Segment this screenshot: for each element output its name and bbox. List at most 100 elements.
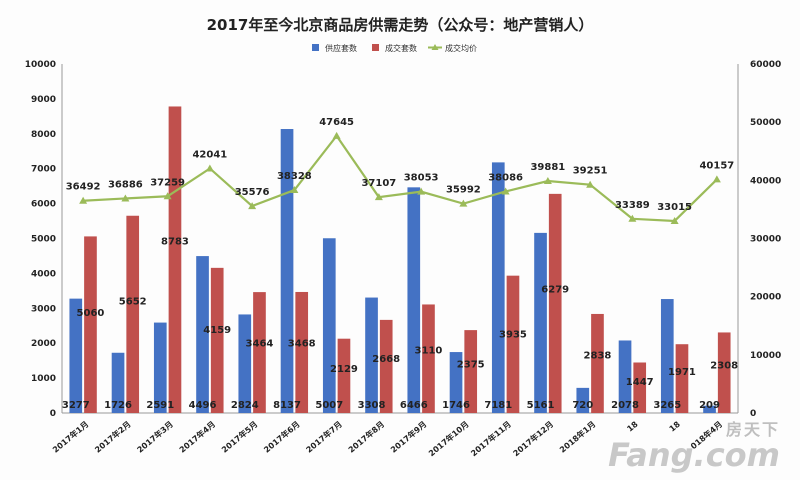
data-label-deals: 6279 xyxy=(541,284,569,295)
bar-supply xyxy=(703,405,716,413)
y-tick-right-label: 10000 xyxy=(750,351,781,361)
bar-deals xyxy=(253,292,266,413)
y-tick-left-label: 10000 xyxy=(25,60,56,70)
watermark-top: 房天下 xyxy=(725,420,780,439)
bar-deals xyxy=(84,236,97,413)
chart-title: 2017年至今北京商品房供需走势（公众号：地产营销人） xyxy=(207,16,594,34)
point-avg-price xyxy=(79,196,88,204)
point-avg-price xyxy=(205,164,214,172)
y-tick-left-label: 7000 xyxy=(31,165,56,175)
data-label-supply: 2824 xyxy=(231,400,259,411)
y-tick-right-label: 20000 xyxy=(750,293,781,303)
bar-supply xyxy=(153,322,167,413)
bar-deals xyxy=(168,106,182,413)
bar-supply xyxy=(449,352,463,413)
y-tick-left-label: 0 xyxy=(50,409,56,419)
data-label-supply: 6466 xyxy=(400,400,428,411)
point-avg-price xyxy=(248,202,257,210)
data-label-price: 36492 xyxy=(66,182,101,193)
bar-supply xyxy=(660,299,674,413)
data-label-supply: 8137 xyxy=(273,400,301,411)
x-tick-label: 2017年1月 xyxy=(50,419,90,455)
data-label-deals: 2129 xyxy=(330,364,358,375)
y-tick-left-label: 8000 xyxy=(31,130,56,140)
legend-label-2: 成交套数 xyxy=(385,43,417,53)
bar-deals xyxy=(633,362,647,413)
y-tick-left-label: 1000 xyxy=(31,374,56,384)
bar-deals xyxy=(506,275,520,413)
data-label-deals: 2668 xyxy=(372,354,400,365)
data-label-supply: 7181 xyxy=(484,400,512,411)
data-label-price: 39881 xyxy=(530,162,565,173)
bar-deals xyxy=(717,332,731,413)
bar-supply xyxy=(322,238,336,413)
legend-label-3: 成交均价 xyxy=(445,43,477,53)
bar-supply xyxy=(407,187,421,413)
data-label-supply: 2591 xyxy=(146,400,174,411)
bar-supply xyxy=(196,256,209,413)
bar-deals xyxy=(126,215,140,413)
data-label-supply: 4496 xyxy=(189,400,217,411)
point-avg-price xyxy=(543,177,552,185)
bar-supply xyxy=(111,352,125,413)
point-avg-price xyxy=(459,199,468,207)
bar-supply xyxy=(534,232,547,413)
point-avg-price xyxy=(417,187,426,195)
bar-supply xyxy=(280,129,294,413)
y-tick-left-label: 3000 xyxy=(31,304,56,314)
data-label-supply: 720 xyxy=(572,400,593,411)
point-avg-price xyxy=(121,194,130,202)
data-label-deals: 1447 xyxy=(626,377,654,388)
bar-supply xyxy=(618,340,632,413)
bar-deals xyxy=(591,313,604,413)
data-label-deals: 5060 xyxy=(77,308,105,319)
legend-marker-3 xyxy=(431,44,439,50)
bar-supply xyxy=(69,298,83,413)
data-label-price: 33389 xyxy=(615,200,650,211)
data-label-supply: 5007 xyxy=(315,400,343,411)
data-label-deals: 2375 xyxy=(457,359,485,370)
data-label-deals: 2838 xyxy=(584,351,612,362)
data-label-price: 35992 xyxy=(446,185,481,196)
y-tick-left-label: 5000 xyxy=(31,235,56,245)
data-label-price: 33015 xyxy=(657,202,692,213)
data-label-price: 36886 xyxy=(108,179,143,190)
data-label-price: 38086 xyxy=(488,172,523,183)
data-label-supply: 209 xyxy=(699,400,720,411)
y-tick-right-label: 40000 xyxy=(750,176,781,186)
data-label-deals: 8783 xyxy=(161,236,189,247)
point-avg-price xyxy=(501,187,510,195)
legend-swatch-2 xyxy=(372,44,379,51)
bar-supply xyxy=(365,297,378,413)
bar-deals xyxy=(210,267,224,413)
data-label-price: 47645 xyxy=(319,117,354,128)
data-label-deals: 3110 xyxy=(415,345,443,356)
data-label-supply: 2078 xyxy=(611,400,639,411)
x-tick-label: 2017年12月 xyxy=(511,419,555,458)
point-avg-price xyxy=(163,192,172,200)
point-avg-price xyxy=(332,131,341,139)
point-avg-price xyxy=(586,180,595,188)
y-tick-left-label: 9000 xyxy=(31,95,56,105)
x-tick-label: 2017年7月 xyxy=(304,419,344,455)
x-tick-label: 2017年3月 xyxy=(135,419,175,455)
y-tick-right-label: 60000 xyxy=(750,60,781,70)
x-tick-label: 2017年8月 xyxy=(346,419,386,455)
bar-deals xyxy=(464,330,478,413)
data-label-price: 42041 xyxy=(192,149,227,160)
bar-supply xyxy=(576,387,590,413)
x-tick-label: 2017年9月 xyxy=(388,419,428,455)
y-tick-left-label: 6000 xyxy=(31,200,56,210)
x-tick-label: 2017年4月 xyxy=(177,419,217,455)
x-tick-label: 2017年10月 xyxy=(426,419,470,458)
data-label-supply: 1746 xyxy=(442,400,470,411)
y-tick-right-label: 50000 xyxy=(750,118,781,128)
data-label-supply: 5161 xyxy=(527,400,555,411)
x-tick-label: 2017年2月 xyxy=(93,419,133,455)
data-label-deals: 3468 xyxy=(288,338,316,349)
bar-deals xyxy=(379,319,393,413)
y-tick-left-label: 4000 xyxy=(31,269,56,279)
watermark: 房天下 Fang.com xyxy=(608,416,780,471)
data-label-price: 39251 xyxy=(573,166,608,177)
point-avg-price xyxy=(628,214,637,222)
